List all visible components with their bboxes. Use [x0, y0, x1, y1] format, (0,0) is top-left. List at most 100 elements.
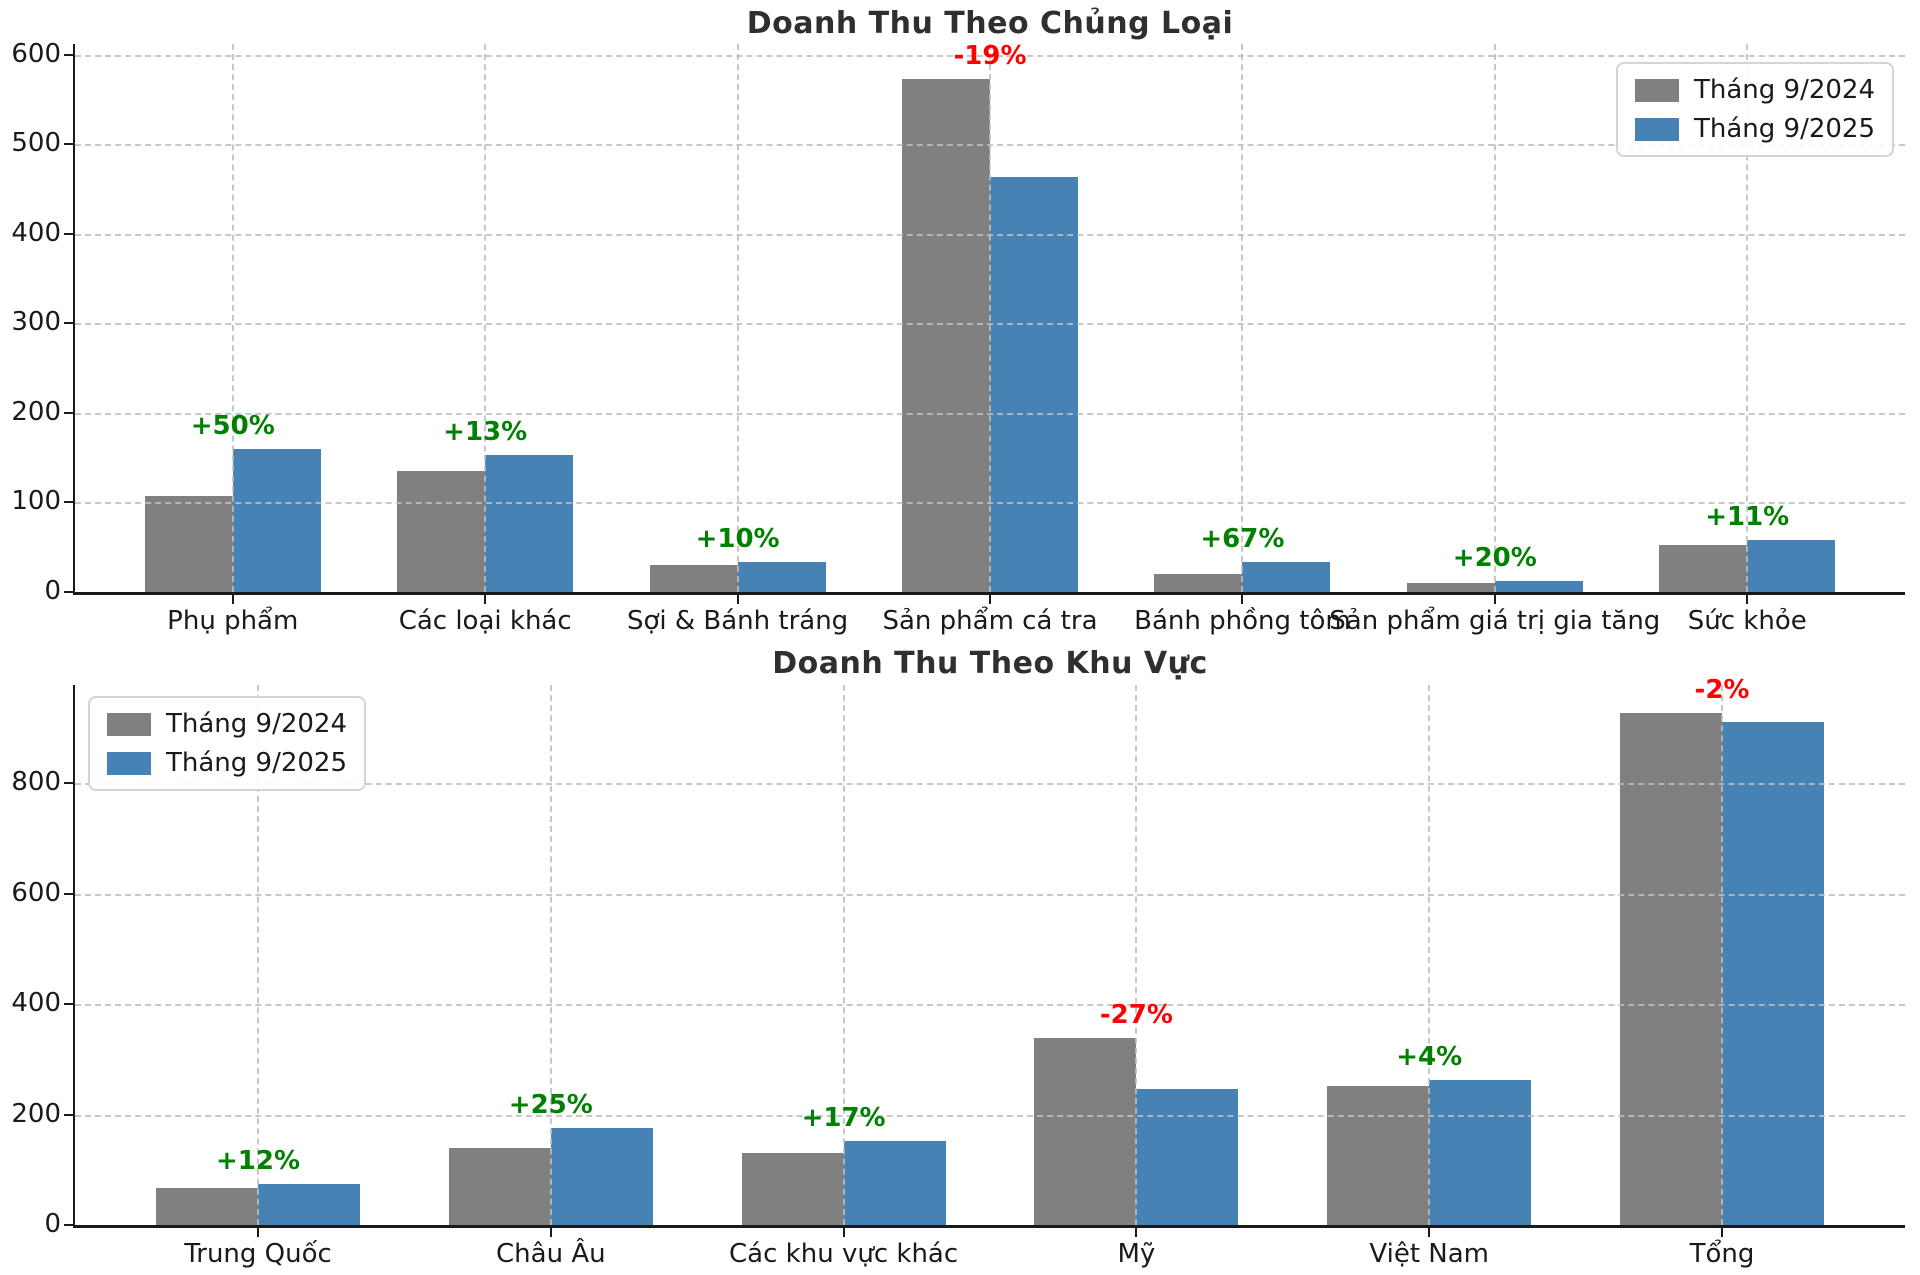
bar-2025-3: [1136, 1088, 1239, 1225]
y-tick-0: [64, 1224, 73, 1226]
x-tick-3: [989, 595, 991, 604]
gridline-v-3: [989, 44, 991, 592]
bar-2024-5: [1406, 583, 1495, 592]
y-tick-600: [64, 53, 73, 56]
x-tick-5: [1493, 595, 1496, 604]
x-tick-2: [842, 1228, 845, 1237]
gridline-v-0: [257, 685, 259, 1225]
y-tick-0: [64, 591, 73, 593]
gridline-v-0: [231, 44, 234, 592]
gridline-h-200: [75, 1114, 1905, 1117]
y-axis-line: [73, 44, 75, 595]
bar-2025-1: [485, 455, 574, 592]
y-tick-label-200: 200: [11, 1098, 61, 1129]
change-label-4: +67%: [1200, 524, 1285, 555]
chart-title: Doanh Thu Theo Khu Vực: [772, 646, 1208, 681]
change-label-3: -27%: [1099, 1000, 1173, 1031]
y-tick-200: [64, 1113, 73, 1116]
legend-swatch-2025: [1634, 117, 1679, 141]
y-tick-600: [64, 892, 73, 895]
x-tick-5: [1721, 1228, 1723, 1237]
x-tick-label-4: Việt Nam: [1369, 1239, 1489, 1269]
bar-2025-4: [1242, 562, 1331, 592]
bar-2025-0: [258, 1183, 360, 1225]
x-tick-2: [736, 595, 739, 604]
y-tick-label-800: 800: [11, 767, 61, 798]
legend-item: Tháng 9/2025: [1634, 114, 1875, 144]
bar-2024-1: [397, 471, 486, 592]
chart-revenue-by-category: Doanh Thu Theo Chủng Loại 0 100 200 300 400 5…: [11, 6, 1905, 636]
bar-2025-4: [1429, 1080, 1532, 1225]
gridline-v-5: [1721, 685, 1723, 1225]
bar-2025-2: [737, 562, 826, 592]
y-tick-label-0: 0: [44, 1208, 61, 1239]
x-tick-label-5: Tổng: [1689, 1239, 1755, 1269]
x-tick-label-6: Sức khỏe: [1687, 606, 1807, 636]
bar-2024-5: [1620, 713, 1722, 1225]
y-tick-label-200: 200: [11, 396, 61, 427]
bar-2025-6: [1747, 540, 1836, 592]
x-tick-label-2: Sợi & Bánh tráng: [626, 606, 849, 636]
gridline-v-2: [736, 44, 739, 592]
legend-label-2025: Tháng 9/2025: [1693, 114, 1875, 144]
legend-item: Tháng 9/2024: [1634, 75, 1875, 105]
gridline-v-3: [1135, 685, 1138, 1225]
legend: Tháng 9/2024 Tháng 9/2025: [1615, 62, 1894, 157]
gridline-v-2: [842, 685, 845, 1225]
bar-2024-4: [1154, 574, 1243, 592]
x-tick-0: [257, 1228, 259, 1237]
change-label-1: +25%: [508, 1090, 593, 1121]
y-tick-label-100: 100: [11, 486, 61, 517]
x-tick-4: [1241, 595, 1244, 604]
legend-item: Tháng 9/2024: [107, 709, 347, 739]
legend-swatch-2025: [107, 751, 151, 775]
bar-2024-1: [448, 1147, 551, 1225]
x-axis-line: [73, 592, 1905, 595]
y-tick-400: [64, 232, 73, 235]
bar-2025-0: [232, 448, 321, 592]
gridline-v-4: [1241, 44, 1244, 592]
plot-area: 0 200 400 600 800 Trung Quốc +12% Châu Âu +25% Cá…: [11, 675, 1905, 1269]
bar-2025-2: [843, 1141, 946, 1225]
change-label-0: +50%: [190, 410, 275, 441]
x-tick-label-5: Sản phẩm giá trị gia tăng: [1329, 606, 1661, 636]
y-tick-500: [64, 143, 73, 146]
x-tick-3: [1135, 1228, 1138, 1237]
x-tick-1: [484, 595, 487, 604]
bar-2025-5: [1722, 722, 1824, 1225]
x-tick-label-4: Bánh phồng tôm: [1134, 606, 1351, 636]
bar-2024-3: [1034, 1038, 1137, 1225]
change-label-5: -2%: [1694, 675, 1750, 706]
change-label-4: +4%: [1396, 1042, 1463, 1073]
y-tick-300: [64, 322, 73, 325]
y-tick-label-0: 0: [44, 575, 61, 606]
gridline-v-4: [1428, 685, 1431, 1225]
change-label-3: -19%: [953, 40, 1027, 71]
bar-2025-1: [550, 1128, 653, 1225]
y-tick-label-600: 600: [11, 877, 61, 908]
plot-area: 0 100 200 300 400 500 600 Phụ phẩm +50% Các loại …: [11, 39, 1905, 636]
bar-2025-5: [1494, 581, 1583, 592]
x-axis-line: [73, 1225, 1905, 1228]
x-tick-label-0: Trung Quốc: [184, 1239, 332, 1269]
chart-revenue-by-region: Doanh Thu Theo Khu Vực 0 200 400 600 800 Trun…: [0, 640, 1920, 1275]
legend-label-2024: Tháng 9/2024: [166, 709, 348, 739]
x-tick-4: [1428, 1228, 1431, 1237]
x-tick-0: [231, 595, 234, 604]
x-tick-label-3: Mỹ: [1117, 1239, 1156, 1269]
gridline-h-400: [75, 1004, 1905, 1007]
y-tick-label-400: 400: [11, 987, 61, 1018]
gridline-h-800: [75, 783, 1905, 786]
y-tick-800: [64, 782, 73, 785]
gridline-v-6: [1746, 44, 1749, 592]
x-tick-label-2: Các khu vực khác: [729, 1239, 959, 1269]
bar-2025-3: [990, 177, 1078, 592]
change-label-5: +20%: [1452, 543, 1537, 574]
y-tick-200: [64, 411, 73, 414]
y-tick-label-300: 300: [11, 307, 61, 338]
y-tick-label-500: 500: [11, 128, 61, 159]
x-tick-label-1: Các loại khác: [398, 606, 572, 636]
x-tick-6: [1746, 595, 1749, 604]
bar-2024-2: [649, 565, 738, 592]
